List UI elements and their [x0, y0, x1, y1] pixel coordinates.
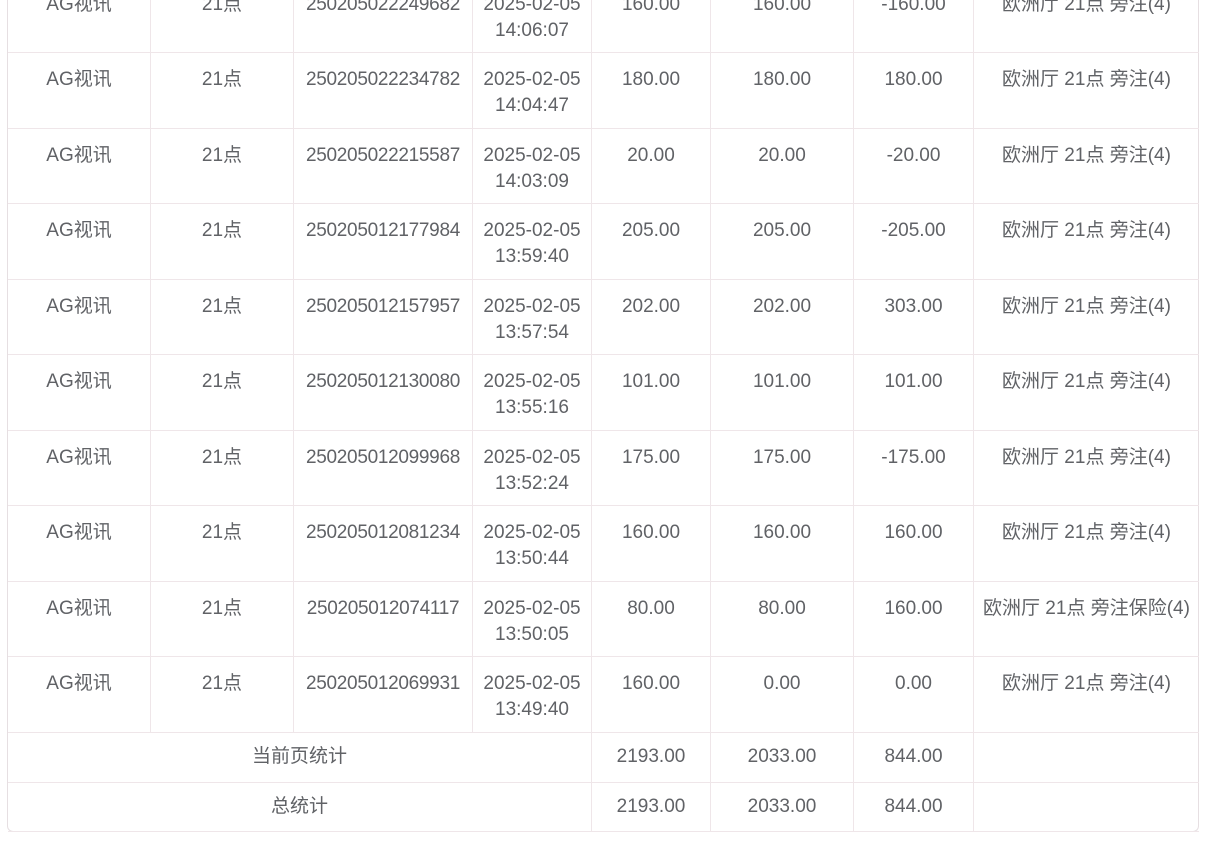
bet-amount: 160.00 [592, 506, 711, 582]
game-name: 21点 [151, 506, 294, 582]
valid-bet: 175.00 [711, 430, 854, 506]
win-loss: 180.00 [854, 53, 974, 129]
game-platform: AG视讯 [8, 53, 151, 129]
valid-bet: 0.00 [711, 657, 854, 733]
win-loss: -175.00 [854, 430, 974, 506]
game-platform: AG视讯 [8, 204, 151, 280]
game-name: 21点 [151, 430, 294, 506]
summary-empty [974, 733, 1199, 783]
win-loss: 303.00 [854, 279, 974, 355]
table-frame [7, 0, 1199, 832]
bet-id: 250205012157957 [294, 279, 473, 355]
bet-amount: 101.00 [592, 355, 711, 431]
bet-id: 250205022249682 [294, 0, 473, 53]
game-platform: AG视讯 [8, 355, 151, 431]
game-platform: AG视讯 [8, 279, 151, 355]
bet-time: 2025-02-05 13:57:54 [473, 279, 592, 355]
bet-id: 250205012130080 [294, 355, 473, 431]
valid-bet: 80.00 [711, 581, 854, 657]
game-name: 21点 [151, 581, 294, 657]
win-loss: 101.00 [854, 355, 974, 431]
bet-detail: 欧洲厅 21点 旁注(4) [974, 129, 1199, 204]
win-loss: 160.00 [854, 581, 974, 657]
bet-detail: 欧洲厅 21点 旁注(4) [974, 355, 1199, 431]
game-name: 21点 [151, 355, 294, 431]
game-platform: AG视讯 [8, 0, 151, 53]
game-name: 21点 [151, 53, 294, 129]
bet-detail: 欧洲厅 21点 旁注(4) [974, 0, 1199, 53]
bet-detail: 欧洲厅 21点 旁注(4) [974, 506, 1199, 582]
summary-value: 2193.00 [592, 782, 711, 832]
bet-id: 250205012099968 [294, 430, 473, 506]
win-loss: -205.00 [854, 204, 974, 280]
game-name: 21点 [151, 204, 294, 280]
bet-time: 2025-02-05 13:50:05 [473, 581, 592, 657]
summary-label: 当前页统计 [8, 732, 592, 783]
valid-bet: 160.00 [711, 0, 854, 53]
bet-id: 250205012074117 [294, 581, 473, 657]
game-name: 21点 [151, 657, 294, 733]
bet-time: 2025-02-05 13:55:16 [473, 355, 592, 431]
valid-bet: 180.00 [711, 53, 854, 129]
bet-amount: 160.00 [592, 0, 711, 53]
valid-bet: 101.00 [711, 355, 854, 431]
bet-id: 250205012177984 [294, 204, 473, 280]
summary-value: 2193.00 [592, 732, 711, 783]
game-platform: AG视讯 [8, 657, 151, 733]
game-name: 21点 [151, 279, 294, 355]
summary-label: 总统计 [8, 782, 592, 832]
bet-time: 2025-02-05 13:49:40 [473, 657, 592, 733]
win-loss: 160.00 [854, 506, 974, 582]
bet-amount: 205.00 [592, 204, 711, 280]
summary-value: 844.00 [854, 782, 974, 832]
game-platform: AG视讯 [8, 128, 151, 204]
bet-time: 2025-02-05 13:59:40 [473, 204, 592, 280]
bet-detail: 欧洲厅 21点 旁注(4) [974, 280, 1199, 355]
bet-time: 2025-02-05 14:06:07 [473, 0, 592, 53]
win-loss: 0.00 [854, 657, 974, 733]
game-name: 21点 [151, 128, 294, 204]
bet-id: 250205012069931 [294, 657, 473, 733]
win-loss: -20.00 [854, 128, 974, 204]
game-platform: AG视讯 [8, 430, 151, 506]
bet-time: 2025-02-05 13:52:24 [473, 430, 592, 506]
summary-value: 2033.00 [711, 782, 854, 832]
valid-bet: 205.00 [711, 204, 854, 280]
bet-time: 2025-02-05 14:03:09 [473, 128, 592, 204]
bet-amount: 20.00 [592, 128, 711, 204]
summary-value: 844.00 [854, 732, 974, 783]
bet-detail: 欧洲厅 21点 旁注(4) [974, 53, 1199, 129]
valid-bet: 160.00 [711, 506, 854, 582]
bet-amount: 80.00 [592, 581, 711, 657]
bet-time: 2025-02-05 14:04:47 [473, 53, 592, 129]
bet-detail: 欧洲厅 21点 旁注(4) [974, 431, 1199, 506]
bet-amount: 180.00 [592, 53, 711, 129]
valid-bet: 202.00 [711, 279, 854, 355]
game-platform: AG视讯 [8, 581, 151, 657]
bet-id: 250205022234782 [294, 53, 473, 129]
bet-detail: 欧洲厅 21点 旁注(4) [974, 657, 1199, 733]
bet-amount: 175.00 [592, 430, 711, 506]
summary-empty [974, 783, 1199, 832]
bet-amount: 202.00 [592, 279, 711, 355]
bet-id: 250205012081234 [294, 506, 473, 582]
bet-amount: 160.00 [592, 657, 711, 733]
game-platform: AG视讯 [8, 506, 151, 582]
win-loss: -160.00 [854, 0, 974, 53]
game-name: 21点 [151, 0, 294, 53]
valid-bet: 20.00 [711, 128, 854, 204]
summary-value: 2033.00 [711, 732, 854, 783]
bet-id: 250205022215587 [294, 128, 473, 204]
bet-detail: 欧洲厅 21点 旁注(4) [974, 204, 1199, 280]
bet-detail: 欧洲厅 21点 旁注保险(4) [974, 582, 1199, 657]
bet-time: 2025-02-05 13:50:44 [473, 506, 592, 582]
